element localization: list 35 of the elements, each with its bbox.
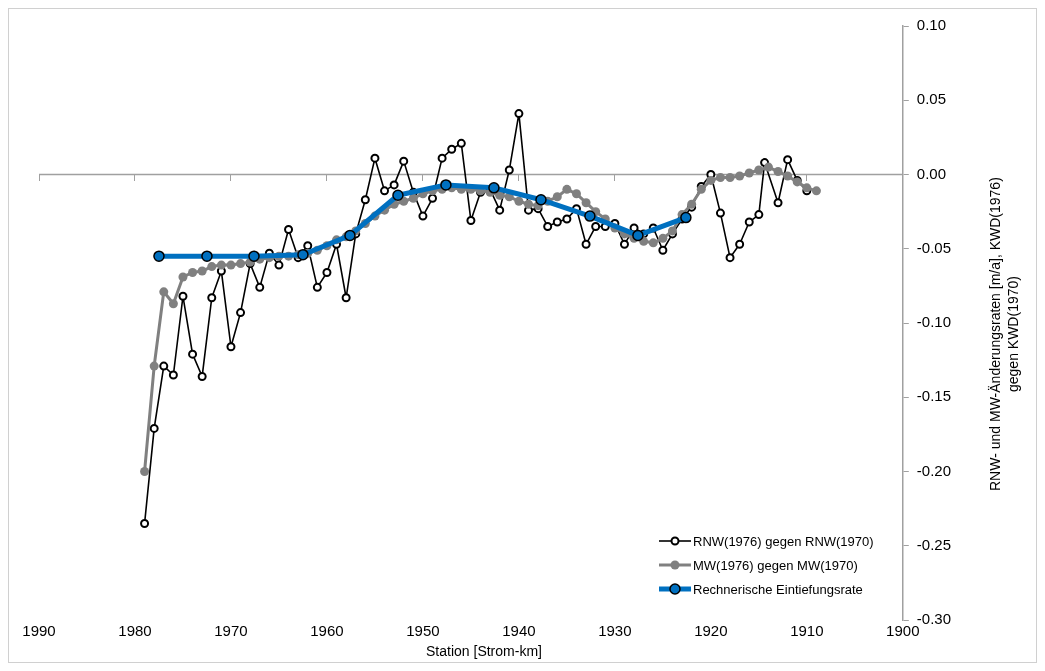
- point: [440, 179, 452, 191]
- point: [297, 248, 309, 261]
- x-tick-label: 1940: [502, 622, 536, 640]
- y-tick-label: -0.20: [916, 461, 952, 479]
- legend-label: Rechnerische Eintiefungsrate: [693, 581, 863, 597]
- x-axis-title: Station [Strom-km]: [425, 643, 543, 659]
- y-tick-label: -0.25: [916, 535, 952, 553]
- x-tick-label: 1920: [694, 622, 728, 640]
- point: [632, 229, 644, 242]
- point: [344, 229, 356, 242]
- point: [584, 210, 596, 222]
- x-tick-label: 1910: [790, 622, 824, 640]
- y-tick-label: -0.15: [916, 387, 952, 405]
- x-tick-label: 1900: [886, 622, 920, 640]
- x-tick-label: 1990: [22, 622, 56, 640]
- x-tick-label: 1960: [310, 622, 344, 640]
- y-axis-title: RNW- und MW-Änderungsraten [m/a], KWD(1976) gegen KWD(1970): [986, 176, 1022, 493]
- point: [488, 182, 500, 194]
- x-tick-label: 1950: [406, 622, 440, 640]
- y-tick-label: 0.10: [916, 16, 947, 34]
- x-tick-label: 1980: [118, 622, 152, 640]
- legend-label: MW(1976) gegen MW(1970): [693, 557, 858, 573]
- point: [153, 250, 165, 262]
- y-tick-label: -0.10: [916, 313, 952, 331]
- legend-label: RNW(1976) gegen RNW(1970): [693, 533, 874, 549]
- y-tick-label: 0.05: [916, 90, 947, 108]
- point: [248, 250, 260, 262]
- point: [201, 250, 213, 262]
- point: [680, 211, 692, 224]
- x-tick-label: 1930: [598, 622, 632, 640]
- y-tick-label: -0.05: [916, 238, 952, 256]
- x-tick-label: 1970: [214, 622, 248, 640]
- y-tick-label: 0.00: [916, 164, 947, 182]
- point: [535, 194, 547, 206]
- point: [392, 189, 404, 202]
